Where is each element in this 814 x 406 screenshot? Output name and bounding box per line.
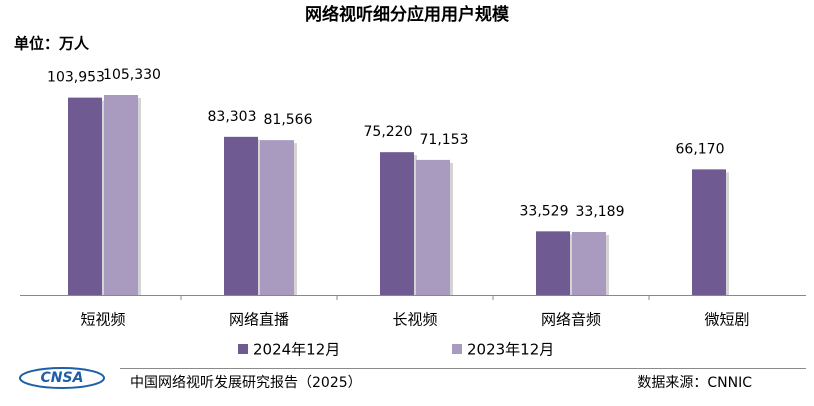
- value-label: 81,566: [264, 112, 313, 128]
- chart-title: 网络视听细分应用用户规模: [305, 4, 510, 25]
- bar: [380, 152, 414, 295]
- value-label: 33,529: [520, 203, 569, 219]
- value-label: 75,220: [364, 124, 413, 140]
- x-tick-label: 短视频: [80, 311, 125, 329]
- bar: [536, 231, 570, 295]
- x-tick-label: 微短剧: [704, 311, 749, 329]
- x-tick-label: 长视频: [392, 311, 437, 329]
- logo-ring: [19, 367, 105, 389]
- legend-label: 2024年12月: [253, 341, 340, 359]
- value-label: 71,153: [420, 132, 469, 148]
- bar: [224, 136, 258, 295]
- value-label: 105,330: [103, 67, 161, 83]
- bar: [68, 97, 102, 295]
- bar: [692, 169, 726, 295]
- footer-source: 数据来源：CNNIC: [637, 375, 752, 391]
- legend-swatch: [238, 344, 248, 354]
- bar: [572, 231, 606, 295]
- value-label: 83,303: [208, 109, 257, 125]
- bar: [260, 140, 294, 295]
- bar: [416, 159, 450, 295]
- legend-label: 2023年12月: [467, 341, 554, 359]
- value-label: 66,170: [676, 141, 725, 157]
- x-tick-label: 网络音频: [541, 311, 601, 329]
- footer-report: 中国网络视听发展研究报告（2025）: [130, 375, 362, 391]
- logo: CNSA: [41, 370, 84, 386]
- unit-label: 单位：万人: [14, 35, 90, 53]
- value-label: 33,189: [576, 204, 625, 220]
- bar: [104, 95, 138, 295]
- legend-swatch: [452, 344, 462, 354]
- x-tick-label: 网络直播: [229, 311, 289, 329]
- value-label: 103,953: [47, 70, 105, 86]
